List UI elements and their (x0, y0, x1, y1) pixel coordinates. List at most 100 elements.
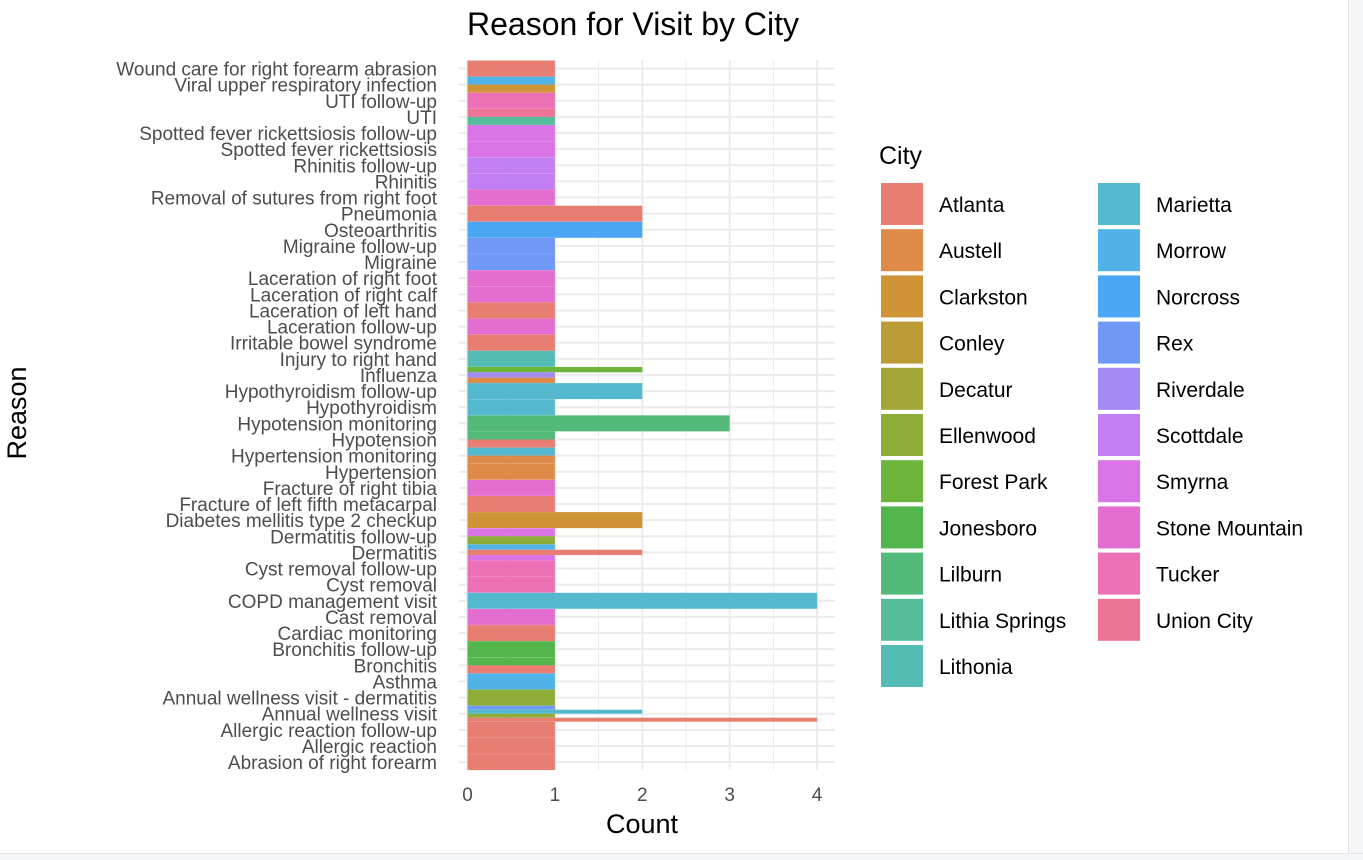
bar-hypertension-monitoring-marietta (467, 447, 555, 456)
bar-osteoarthritis-norcross (467, 221, 643, 238)
legend-label-lithia-springs: Lithia Springs (939, 610, 1066, 633)
bar-hypertension-austell (467, 463, 555, 480)
bar-hypothyroidism-follow-up-marietta (467, 383, 643, 400)
x-axis-title: Count (606, 809, 679, 839)
y-tick-label-hypothyroidism-follow-up: Hypothyroidism follow-up (225, 382, 437, 403)
bar-migraine-follow-up-rex (467, 237, 555, 254)
legend-label-atlanta: Atlanta (939, 194, 1005, 217)
y-tick-label-uti: UTI (406, 108, 437, 129)
bar-annual-wellness-visit-atlanta (467, 717, 818, 722)
bar-bronchitis-follow-up-jonesboro (467, 641, 555, 658)
legend-key-scottdale (1098, 414, 1140, 456)
window-bottom-edge (0, 853, 1363, 860)
x-tick-label-0: 0 (462, 785, 473, 806)
bar-spotted-fever-rickettsiosis-smyrna (467, 141, 555, 158)
legend-label-stone-mountain: Stone Mountain (1156, 517, 1303, 540)
bar-laceration-follow-up-stone-mountain (467, 318, 555, 335)
legend-key-norcross (1098, 275, 1140, 318)
x-tick-label-1: 1 (550, 785, 561, 806)
legend-label-austell: Austell (939, 240, 1002, 263)
bar-laceration-of-right-calf-stone-mountain (467, 286, 555, 303)
bar-dermatitis-smyrna (467, 555, 555, 561)
y-tick-label-diabetes-mellitis-type-2-checkup: Diabetes mellitis type 2 checkup (166, 511, 437, 532)
y-tick-label-annual-wellness-visit: Annual wellness visit (262, 705, 438, 726)
y-tick-label-fracture-of-left-fifth-metacarpal: Fracture of left fifth metacarpal (179, 495, 437, 516)
y-tick-label-hypotension: Hypotension (331, 430, 437, 451)
y-tick-label-rhinitis-follow-up: Rhinitis follow-up (293, 156, 437, 177)
bar-hypotension-atlanta (467, 439, 555, 448)
legend-key-decatur (881, 367, 923, 410)
bar-viral-upper-respiratory-infection-morrow (467, 76, 555, 85)
legend-key-smyrna (1098, 460, 1140, 503)
y-tick-label-hypothyroidism: Hypothyroidism (306, 398, 437, 419)
y-tick-label-injury-to-right-hand: Injury to right hand (280, 350, 437, 371)
bar-spotted-fever-rickettsiosis-follow-up-smyrna (467, 125, 555, 142)
bar-wound-care-for-right-forearm-abrasion-atlanta (467, 60, 555, 77)
y-tick-label-asthma: Asthma (373, 672, 438, 693)
y-tick-label-removal-of-sutures-from-right-foot: Removal of sutures from right foot (151, 189, 438, 210)
y-tick-label-hypotension-monitoring: Hypotension monitoring (237, 414, 437, 435)
bar-irritable-bowel-syndrome-atlanta (467, 334, 555, 351)
bar-annual-wellness-visit-ellenwood (467, 713, 555, 718)
y-tick-label-laceration-of-left-hand: Laceration of left hand (249, 301, 437, 322)
bar-pneumonia-atlanta (467, 205, 643, 222)
y-tick-label-hypertension: Hypertension (325, 463, 437, 484)
legend-label-decatur: Decatur (939, 379, 1013, 402)
bar-dermatitis-follow-up-ellenwood (467, 536, 555, 545)
y-tick-label-laceration-of-right-foot: Laceration of right foot (248, 269, 438, 290)
chart-title: Reason for Visit by City (467, 6, 799, 42)
bar-viral-upper-respiratory-infection-clarkston (467, 84, 555, 93)
bar-cardiac-monitoring-atlanta (467, 625, 555, 642)
y-tick-label-cardiac-monitoring: Cardiac monitoring (278, 624, 437, 645)
legend-key-atlanta (881, 183, 923, 225)
legend-key-conley (881, 321, 923, 364)
bar-dermatitis-atlanta (467, 549, 643, 556)
legend-label-lithonia: Lithonia (939, 656, 1013, 679)
y-tick-label-cyst-removal-follow-up: Cyst removal follow-up (245, 560, 437, 581)
bar-dermatitis-morrow (467, 544, 555, 550)
bar-asthma-morrow (467, 673, 555, 690)
legend-key-rex (1098, 321, 1140, 364)
bar-hypotension-lilburn (467, 431, 555, 440)
y-tick-label-cyst-removal: Cyst removal (326, 576, 437, 597)
legend-label-norcross: Norcross (1156, 286, 1240, 309)
bar-allergic-reaction-atlanta (467, 737, 555, 754)
y-tick-label-annual-wellness-visit-dermatitis: Annual wellness visit - dermatitis (162, 689, 437, 710)
legend-label-smyrna: Smyrna (1156, 471, 1229, 494)
bar-fracture-of-left-fifth-metacarpal-atlanta (467, 496, 555, 513)
bar-allergic-reaction-follow-up-atlanta (467, 721, 555, 738)
y-tick-label-irritable-bowel-syndrome: Irritable bowel syndrome (230, 334, 437, 355)
y-tick-label-cast-removal: Cast removal (325, 608, 437, 629)
y-tick-label-bronchitis: Bronchitis (354, 656, 437, 677)
y-tick-label-migraine-follow-up: Migraine follow-up (283, 237, 437, 258)
bar-rhinitis-follow-up-scottdale (467, 157, 555, 174)
y-tick-label-rhinitis: Rhinitis (375, 172, 437, 193)
y-tick-label-laceration-of-right-calf: Laceration of right calf (250, 285, 438, 306)
bar-copd-management-visit-marietta (467, 592, 818, 609)
y-tick-label-migraine: Migraine (364, 253, 437, 274)
legend-title: City (879, 142, 923, 170)
y-tick-labels: Wound care for right forearm abrasionVir… (116, 60, 437, 775)
legend-key-lithia-springs (881, 598, 923, 641)
y-tick-label-spotted-fever-rickettsiosis: Spotted fever rickettsiosis (221, 140, 437, 161)
legend-label-clarkston: Clarkston (939, 286, 1028, 309)
y-tick-label-allergic-reaction: Allergic reaction (302, 737, 437, 758)
legend: Atlanta Austell Clarkston Conley Decatur Elle… (881, 183, 1303, 687)
legend-label-rex: Rex (1156, 333, 1194, 356)
bar-bronchitis-atlanta (467, 665, 555, 674)
y-tick-label-abrasion-of-right-forearm: Abrasion of right forearm (228, 753, 437, 774)
x-tick-labels: 0 1 2 3 4 (462, 785, 823, 806)
bar-injury-to-right-hand-lithonia (467, 350, 555, 367)
legend-key-riverdale (1098, 367, 1140, 410)
reason-by-city-chart: Wound care for right forearm abrasionVir… (2, 6, 1303, 839)
x-tick-label-3: 3 (724, 785, 735, 806)
bar-annual-wellness-visit-dermatitis-ellenwood (467, 689, 555, 706)
legend-label-conley: Conley (939, 333, 1005, 356)
legend-key-tucker (1098, 552, 1140, 595)
bar-influenza-forest-park (467, 366, 643, 373)
bar-diabetes-mellitis-type-2-checkup-clarkston (467, 512, 643, 529)
bar-hypertension-monitoring-austell (467, 455, 555, 464)
y-tick-label-osteoarthritis: Osteoarthritis (324, 221, 437, 242)
legend-key-austell (881, 229, 923, 272)
y-tick-label-allergic-reaction-follow-up: Allergic reaction follow-up (221, 721, 438, 742)
